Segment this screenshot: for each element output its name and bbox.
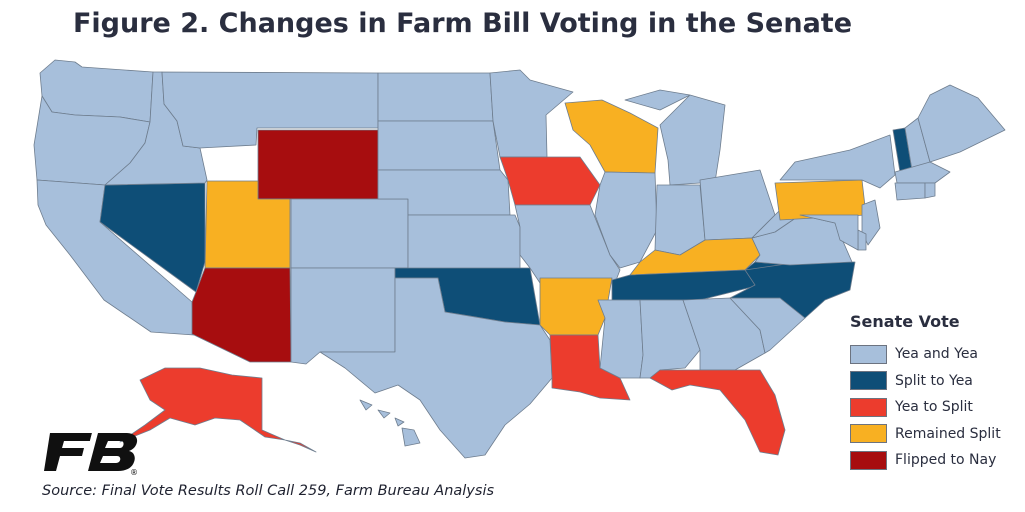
state-ny (779, 134, 896, 189)
state-tx (319, 277, 553, 459)
legend-swatch (850, 450, 887, 470)
farm-bureau-logo: ® (44, 433, 138, 477)
state-nm (290, 267, 396, 365)
state-fl (649, 369, 786, 456)
state-md (799, 214, 859, 251)
state-co (290, 198, 409, 269)
state-me (917, 84, 1006, 163)
legend-title: Senate Vote (850, 312, 960, 331)
state-ct (894, 182, 926, 201)
state-ri (924, 182, 936, 199)
legend-label: Remained Split (895, 425, 1001, 442)
legend-label: Yea to Split (895, 399, 973, 416)
state-az (191, 267, 292, 363)
state-de (857, 229, 867, 251)
legend-item-flipped-to-nay: Flipped to Nay (850, 447, 1020, 474)
state-la (549, 334, 631, 401)
state-mi (624, 89, 726, 186)
legend-swatch (850, 344, 887, 364)
legend: Senate Vote Yea and Yea Split to Yea Yea… (850, 312, 1020, 474)
state-ak (119, 367, 317, 453)
state-nj (861, 199, 881, 246)
legend-swatch (850, 371, 887, 391)
legend-swatch (850, 424, 887, 444)
state-ms (597, 299, 644, 379)
state-ma (894, 161, 951, 184)
state-il (594, 171, 658, 269)
legend-label: Yea and Yea (895, 346, 979, 363)
svg-text:®: ® (130, 468, 138, 477)
state-mn (489, 69, 574, 158)
state-wy (257, 129, 379, 200)
map-title: Figure 2. Changes in Farm Bill Voting in… (72, 8, 853, 39)
legend-item-split-to-yea: Split to Yea (850, 368, 1020, 395)
legend-swatch (850, 397, 887, 417)
legend-label: Split to Yea (895, 372, 973, 389)
state-pa (774, 179, 867, 221)
legend-item-yea-to-split: Yea to Split (850, 394, 1020, 421)
state-hi (359, 399, 421, 447)
legend-item-yea-and-yea: Yea and Yea (850, 341, 1020, 368)
state-ia (499, 156, 601, 206)
state-nd (377, 72, 494, 122)
legend-item-remained-split: Remained Split (850, 421, 1020, 448)
legend-label: Flipped to Nay (895, 452, 997, 469)
state-sd (377, 120, 501, 171)
state-ks (407, 214, 521, 270)
source-note: Source: Final Vote Results Roll Call 259… (42, 483, 495, 499)
